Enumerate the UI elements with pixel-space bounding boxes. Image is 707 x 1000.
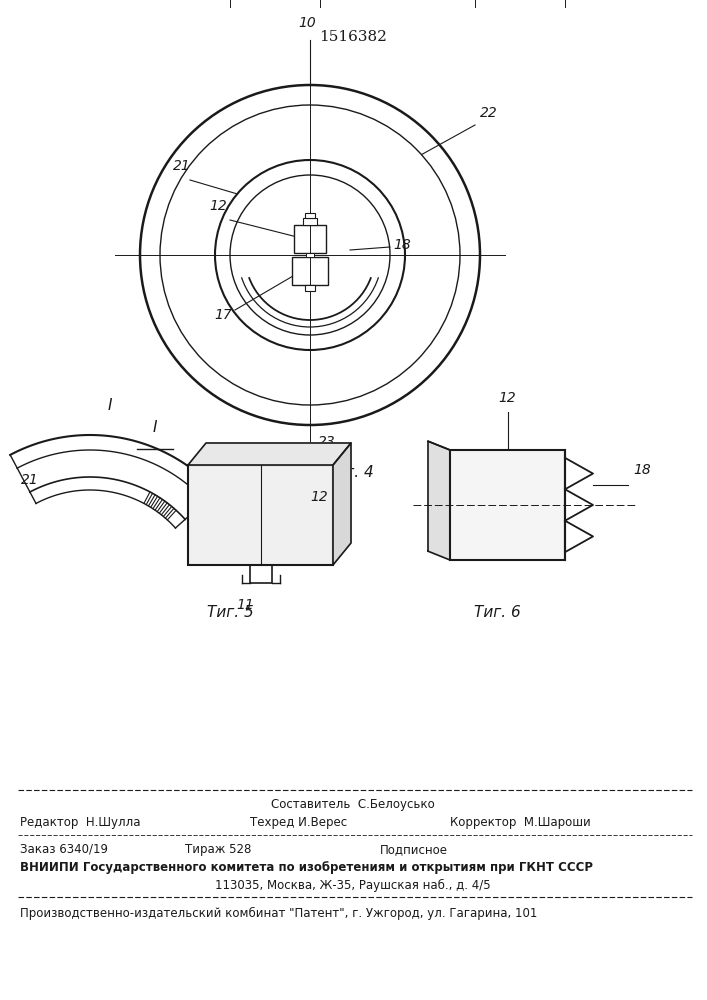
Text: Подписное: Подписное xyxy=(380,843,448,856)
Text: Τиг. 5: Τиг. 5 xyxy=(206,605,253,620)
Text: 18: 18 xyxy=(393,238,411,252)
Text: 1516382: 1516382 xyxy=(319,30,387,44)
Text: 10: 10 xyxy=(298,16,316,30)
Bar xyxy=(450,450,565,560)
Text: 18: 18 xyxy=(633,463,650,477)
Text: 21: 21 xyxy=(21,473,39,487)
Polygon shape xyxy=(333,443,351,565)
Text: Составитель  С.Белоусько: Составитель С.Белоусько xyxy=(271,798,435,811)
Text: 21: 21 xyxy=(173,159,191,173)
Polygon shape xyxy=(428,441,450,560)
Text: 12: 12 xyxy=(310,490,328,504)
Text: 22: 22 xyxy=(480,106,498,120)
Text: 12: 12 xyxy=(209,199,227,213)
Bar xyxy=(305,213,315,218)
Bar xyxy=(294,225,326,253)
Bar xyxy=(292,257,328,285)
Text: Корректор  М.Шароши: Корректор М.Шароши xyxy=(450,816,591,829)
Polygon shape xyxy=(188,443,351,465)
Text: Производственно-издательский комбинат "Патент", г. Ужгород, ул. Гагарина, 101: Производственно-издательский комбинат "П… xyxy=(20,907,537,920)
Text: Заказ 6340/19: Заказ 6340/19 xyxy=(20,843,108,856)
Text: Τиг. 4: Τиг. 4 xyxy=(327,465,373,480)
Text: Редактор  Н.Шулла: Редактор Н.Шулла xyxy=(20,816,141,829)
Text: 11: 11 xyxy=(237,598,255,612)
Text: I: I xyxy=(153,420,157,435)
Text: Τиг. 6: Τиг. 6 xyxy=(474,605,521,620)
Text: Техред И.Верес: Техред И.Верес xyxy=(250,816,347,829)
Bar xyxy=(305,285,315,291)
Text: 23: 23 xyxy=(318,435,336,449)
Bar xyxy=(303,218,317,225)
Text: ВНИИПИ Государственного комитета по изобретениям и открытиям при ГКНТ СССР: ВНИИПИ Государственного комитета по изоб… xyxy=(20,861,593,874)
Text: Тираж 528: Тираж 528 xyxy=(185,843,252,856)
Text: 113035, Москва, Ж-35, Раушская наб., д. 4/5: 113035, Москва, Ж-35, Раушская наб., д. … xyxy=(215,879,491,892)
Text: 12: 12 xyxy=(498,391,516,405)
Text: 17: 17 xyxy=(214,308,232,322)
Text: I: I xyxy=(107,397,112,412)
Bar xyxy=(188,465,333,565)
Bar xyxy=(306,253,314,257)
